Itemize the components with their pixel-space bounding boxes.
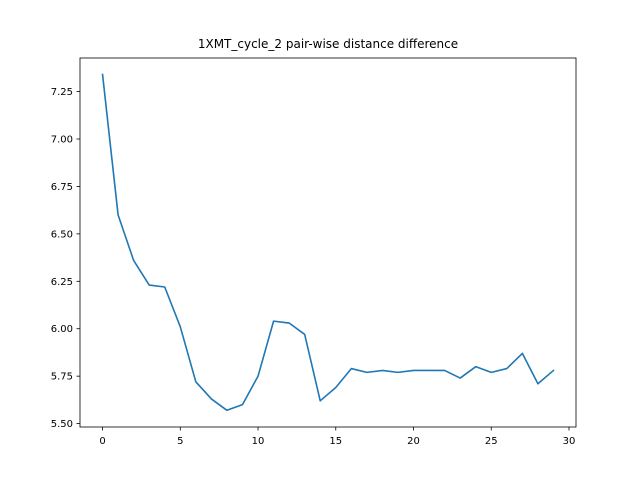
y-tick-label: 6.00 bbox=[51, 324, 73, 335]
x-tick-label: 15 bbox=[329, 436, 342, 447]
x-tick-label: 10 bbox=[252, 436, 265, 447]
chart-title: 1XMT_cycle_2 pair-wise distance differen… bbox=[198, 37, 458, 51]
x-tick-label: 0 bbox=[99, 436, 105, 447]
x-tick-label: 25 bbox=[485, 436, 498, 447]
y-tick-label: 5.50 bbox=[51, 419, 73, 430]
series-line bbox=[101, 73, 555, 412]
y-tick-label: 7.25 bbox=[51, 87, 73, 98]
x-tick-label: 30 bbox=[563, 436, 576, 447]
x-tick-label: 20 bbox=[407, 436, 420, 447]
y-tick-label: 5.75 bbox=[51, 372, 73, 383]
x-tick-label: 5 bbox=[177, 436, 183, 447]
plot-area-frame bbox=[79, 57, 577, 428]
y-tick-label: 6.25 bbox=[51, 277, 73, 288]
y-tick-label: 7.00 bbox=[51, 135, 73, 146]
y-tick-label: 6.50 bbox=[51, 229, 73, 240]
y-tick-label: 6.75 bbox=[51, 182, 73, 193]
